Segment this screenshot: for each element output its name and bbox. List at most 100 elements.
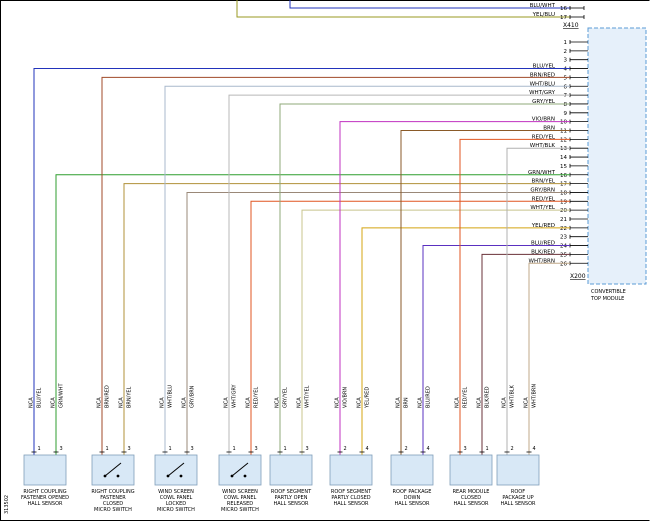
roof-segment-partly-open-hall-sensor-box[interactable] — [269, 454, 313, 486]
module-pin-19-color-label: RED/YEL — [532, 196, 556, 202]
wire-blu-red-to-module-pin-24[interactable] — [422, 245, 570, 455]
wire-gry-brn-to-module-pin-18[interactable] — [186, 191, 570, 455]
wire-color-label: BLU/YEL — [37, 387, 43, 408]
convertible-top-module-box[interactable] — [587, 27, 647, 285]
module-pin-17-color-label: BRN/YEL — [532, 179, 556, 185]
wire-blu-yel-to-module-pin-4[interactable] — [33, 68, 570, 455]
module-pin-24-color-label: BLU/RED — [531, 241, 555, 247]
connector-x200-label[interactable]: X200 — [570, 273, 586, 280]
wire-grn-wht-to-module-pin-16[interactable] — [55, 174, 570, 455]
wire-blu-wht-x410-pin-16[interactable] — [289, 0, 570, 9]
micro-switch-contact-dot — [116, 474, 120, 478]
module-pin-5-number: 5 — [564, 75, 568, 81]
wire-size-label: NCA — [29, 397, 35, 408]
wire-wht-gry-to-module-pin-7[interactable] — [228, 94, 570, 455]
module-pin-21-number: 21 — [560, 217, 567, 223]
wire-color-label: BLK/RED — [485, 386, 491, 408]
wire-wht-yel-to-module-pin-20[interactable] — [301, 209, 570, 455]
module-pin-22-color-label: YEL/RED — [531, 223, 555, 229]
wire-size-label: NCA — [335, 397, 341, 408]
x410-pin-16-color-label: BLU/WHT — [530, 3, 556, 9]
module-pin-1-number: 1 — [564, 40, 568, 46]
module-pin-16-number: 16 — [560, 173, 567, 179]
module-pin-13-color-label: WHT/BLK — [530, 143, 556, 149]
wire-color-label: GRY/BRN — [190, 385, 196, 408]
wire-wht-blu-to-module-pin-6[interactable] — [164, 85, 570, 455]
wire-wht-brn-to-module-pin-26[interactable] — [528, 262, 570, 455]
roof-package-up-hall-sensor-label-line2: PACKAGE UP — [502, 495, 533, 501]
module-pin-15-number: 15 — [560, 164, 567, 170]
wire-size-label: NCA — [455, 397, 461, 408]
wire-color-label: YEL/RED — [365, 387, 371, 409]
wire-blk-red-to-module-pin-25[interactable] — [481, 253, 570, 455]
module-pin-13-number: 13 — [560, 146, 567, 152]
module-pin-12-color-label: RED/YEL — [532, 134, 556, 140]
module-pin-26-number: 26 — [560, 261, 567, 267]
module-pin-9-number: 9 — [564, 111, 568, 117]
wire-size-label: NCA — [97, 397, 103, 408]
rear-module-closed-hall-sensor-label-line1: REAR MODULE — [453, 489, 490, 495]
right-coupling-fastener-closed-micro-switch-label-line2: FASTENER — [100, 495, 126, 501]
module-pin-7-number: 7 — [564, 93, 568, 99]
roof-package-down-hall-sensor-box[interactable] — [390, 454, 434, 486]
wire-color-label: GRY/YEL — [283, 387, 289, 408]
wind-screen-cowl-panel-released-micro-switch-label-line1: WIND SCREEN — [222, 489, 258, 495]
module-pin-19-number: 19 — [560, 199, 567, 205]
roof-segment-partly-open-hall-sensor-label-line3: HALL SENSOR — [274, 501, 310, 507]
wire-size-label: NCA — [51, 397, 57, 408]
roof-segment-partly-closed-hall-sensor-box[interactable] — [329, 454, 373, 486]
rear-module-closed-hall-sensor-box[interactable] — [449, 454, 493, 486]
roof-package-down-hall-sensor-label-line2: DOWN — [404, 495, 421, 501]
wire-color-label: WHT/BLU — [168, 385, 174, 408]
module-pin-20-color-label: WHT/YEL — [530, 205, 556, 211]
wire-size-label: NCA — [396, 397, 402, 408]
wire-size-label: NCA — [502, 397, 508, 408]
module-pin-17-number: 17 — [560, 182, 567, 188]
module-pin-3-number: 3 — [564, 58, 568, 64]
wire-size-label: NCA — [246, 397, 252, 408]
wire-yel-red-to-module-pin-22[interactable] — [361, 227, 570, 455]
wire-red-yel-to-module-pin-19[interactable] — [250, 200, 570, 455]
wire-brn-yel-to-module-pin-17[interactable] — [123, 183, 570, 455]
wind-screen-cowl-panel-released-micro-switch-label-line2: COWL PANEL — [224, 495, 257, 501]
right-coupling-fastener-closed-micro-switch-pin-3-number: 3 — [128, 446, 131, 452]
wire-brn-red-to-module-pin-5[interactable] — [101, 76, 570, 455]
wire-color-label: WHT/BRN — [532, 384, 538, 408]
wire-size-label: NCA — [160, 397, 166, 408]
right-coupling-fastener-opened-hall-sensor-box[interactable] — [23, 454, 67, 486]
wire-yel-blu-x410-pin-17[interactable] — [236, 0, 570, 18]
roof-package-up-hall-sensor-box[interactable] — [496, 454, 540, 486]
wind-screen-cowl-panel-locked-micro-switch-pin-3-number: 3 — [191, 446, 194, 452]
wire-color-label: BRN/YEL — [127, 386, 133, 408]
wire-color-label: BRN/RED — [105, 385, 111, 408]
wire-color-label: RED/YEL — [254, 387, 260, 408]
wind-screen-cowl-panel-locked-micro-switch-label-line4: MICRO SWITCH — [157, 507, 195, 513]
connector-x410-label[interactable]: X410 — [563, 22, 579, 29]
module-pin-7-color-label: WHT/GRY — [529, 90, 556, 96]
wind-screen-cowl-panel-released-micro-switch-label-line3: RELEASED — [227, 501, 253, 507]
right-coupling-fastener-closed-micro-switch-pin-1-number: 1 — [106, 446, 109, 452]
wire-gry-yel-to-module-pin-8[interactable] — [279, 103, 570, 455]
wire-color-label: VIO/BRN — [343, 387, 349, 408]
roof-package-down-hall-sensor-label-line1: ROOF PACKAGE — [393, 489, 432, 495]
wire-color-label: BLU/RED — [426, 386, 432, 408]
wire-red-yel-to-module-pin-12[interactable] — [459, 138, 570, 455]
wire-brn-to-module-pin-11[interactable] — [400, 130, 570, 456]
wire-wht-blk-to-module-pin-13[interactable] — [506, 147, 570, 455]
module-pin-18-color-label: GRY/BRN — [530, 187, 555, 193]
module-label-line1: CONVERTIBLE — [591, 289, 626, 295]
micro-switch-lever — [104, 462, 122, 477]
right-coupling-fastener-opened-hall-sensor-label-line2: FASTENER OPENED — [21, 495, 69, 501]
roof-segment-partly-open-hall-sensor-pin-3-number: 3 — [306, 446, 309, 452]
right-coupling-fastener-closed-micro-switch-box[interactable] — [91, 454, 135, 486]
wire-size-label: NCA — [524, 397, 530, 408]
wire-size-label: NCA — [297, 397, 303, 408]
module-pin-8-number: 8 — [564, 102, 568, 108]
wire-size-label: NCA — [275, 397, 281, 408]
wire-vio-brn-to-module-pin-10[interactable] — [339, 121, 570, 455]
right-coupling-fastener-opened-hall-sensor-label-line1: RIGHT COUPLING — [23, 489, 66, 495]
roof-package-down-hall-sensor-label-line3: HALL SENSOR — [395, 501, 431, 507]
module-pin-6-color-label: WHT/BLU — [530, 81, 555, 87]
